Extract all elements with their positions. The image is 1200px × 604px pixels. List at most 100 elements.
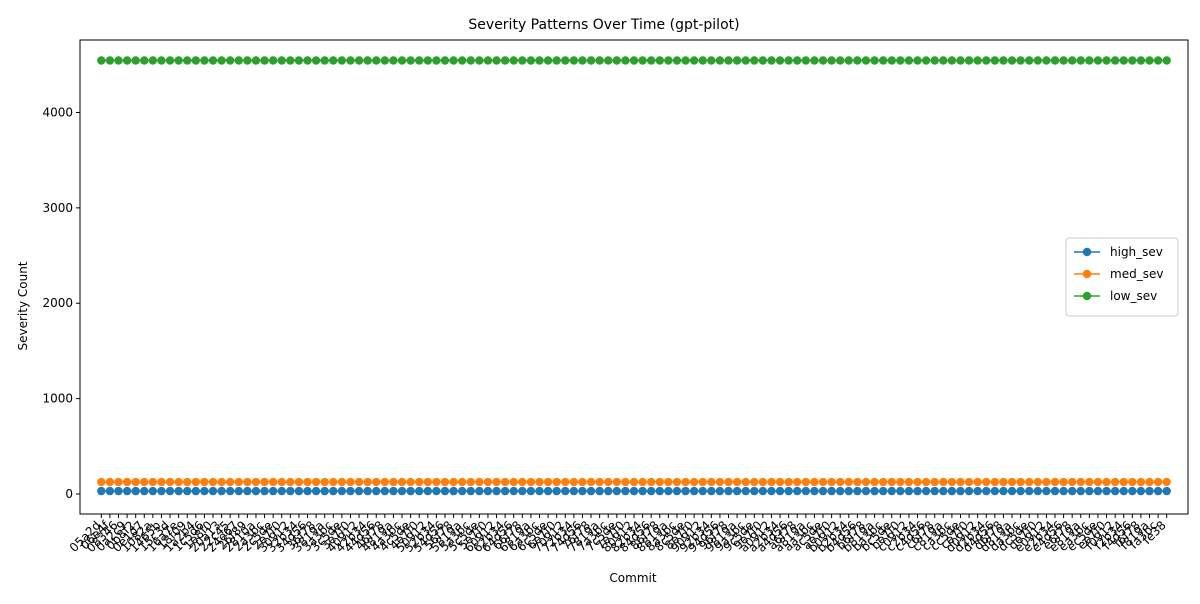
data-point [1145, 486, 1154, 496]
data-point [939, 56, 948, 65]
data-point [861, 56, 871, 65]
data-point [449, 56, 458, 65]
data-point [1059, 477, 1068, 487]
data-point [750, 486, 759, 496]
data-point [294, 56, 304, 65]
data-point [578, 477, 587, 487]
series-lines [97, 56, 1171, 496]
data-point [449, 477, 458, 487]
data-point [526, 477, 536, 487]
data-point [767, 56, 776, 65]
data-point [853, 477, 862, 487]
data-point [1110, 477, 1120, 487]
data-point [1145, 477, 1154, 487]
data-point [758, 56, 768, 65]
data-point [707, 486, 716, 496]
data-point [569, 56, 579, 65]
data-point [844, 486, 853, 496]
data-point [1076, 56, 1085, 65]
data-point [947, 486, 957, 496]
data-point [1076, 486, 1085, 496]
y-tick-label: 0 [65, 487, 73, 501]
data-point [982, 56, 991, 65]
data-point [982, 486, 991, 496]
data-point [801, 477, 811, 487]
series-high_sev [97, 486, 1171, 496]
legend-swatch-marker [1082, 247, 1092, 257]
data-point [346, 56, 355, 65]
data-point [1093, 486, 1103, 496]
data-point [243, 56, 252, 65]
data-point [947, 477, 957, 487]
data-point [913, 486, 922, 496]
data-point [1059, 56, 1068, 65]
data-point [827, 477, 836, 487]
data-point [861, 486, 871, 496]
data-point [990, 477, 1000, 487]
data-point [1093, 477, 1103, 487]
data-point [1016, 56, 1025, 65]
data-point [569, 477, 579, 487]
data-point [1033, 486, 1043, 496]
y-tick-label: 1000 [42, 392, 73, 406]
data-point [140, 56, 149, 65]
data-point [629, 486, 639, 496]
data-point [1153, 486, 1163, 496]
data-point [268, 477, 278, 487]
data-point [638, 56, 647, 65]
data-point [372, 56, 381, 65]
data-point [1102, 56, 1111, 65]
data-point [870, 477, 879, 487]
data-point [277, 486, 286, 496]
data-point [561, 486, 570, 496]
data-point [1119, 477, 1128, 487]
data-point [638, 477, 647, 487]
data-point [131, 477, 140, 487]
data-point [354, 486, 364, 496]
data-point [372, 477, 381, 487]
data-point [337, 486, 347, 496]
data-point [930, 56, 939, 65]
x-axis-label: Commit [609, 571, 656, 585]
data-point [904, 56, 914, 65]
data-point [1025, 486, 1034, 496]
data-point [415, 486, 424, 496]
data-point [672, 486, 682, 496]
data-point [1050, 477, 1060, 487]
data-point [509, 477, 518, 487]
data-point [406, 56, 415, 65]
data-point [131, 56, 140, 65]
data-point [354, 477, 364, 487]
data-point [836, 477, 845, 487]
legend-label: med_sev [1110, 267, 1163, 281]
data-point [629, 477, 639, 487]
data-point [964, 486, 974, 496]
data-point [191, 477, 201, 487]
data-point [432, 477, 441, 487]
legend-label: low_sev [1110, 289, 1157, 303]
data-point [140, 486, 149, 496]
data-point [1153, 56, 1163, 65]
data-point [887, 477, 896, 487]
data-point [1007, 486, 1017, 496]
data-point [466, 477, 475, 487]
data-point [1042, 477, 1051, 487]
data-point [775, 477, 785, 487]
data-point [1050, 56, 1060, 65]
data-point [552, 486, 561, 496]
data-point [535, 477, 544, 487]
data-point [122, 56, 132, 65]
legend-item-low_sev: low_sev [1074, 289, 1157, 303]
data-point [681, 477, 690, 487]
data-point [758, 477, 768, 487]
data-point [655, 56, 664, 65]
data-point [208, 56, 218, 65]
data-point [801, 56, 811, 65]
data-point [423, 56, 432, 65]
data-point [1153, 477, 1163, 487]
legend-label: high_sev [1110, 245, 1163, 259]
data-point [389, 486, 398, 496]
legend: high_sev med_sev low_sev [1065, 237, 1179, 317]
data-point [741, 477, 750, 487]
